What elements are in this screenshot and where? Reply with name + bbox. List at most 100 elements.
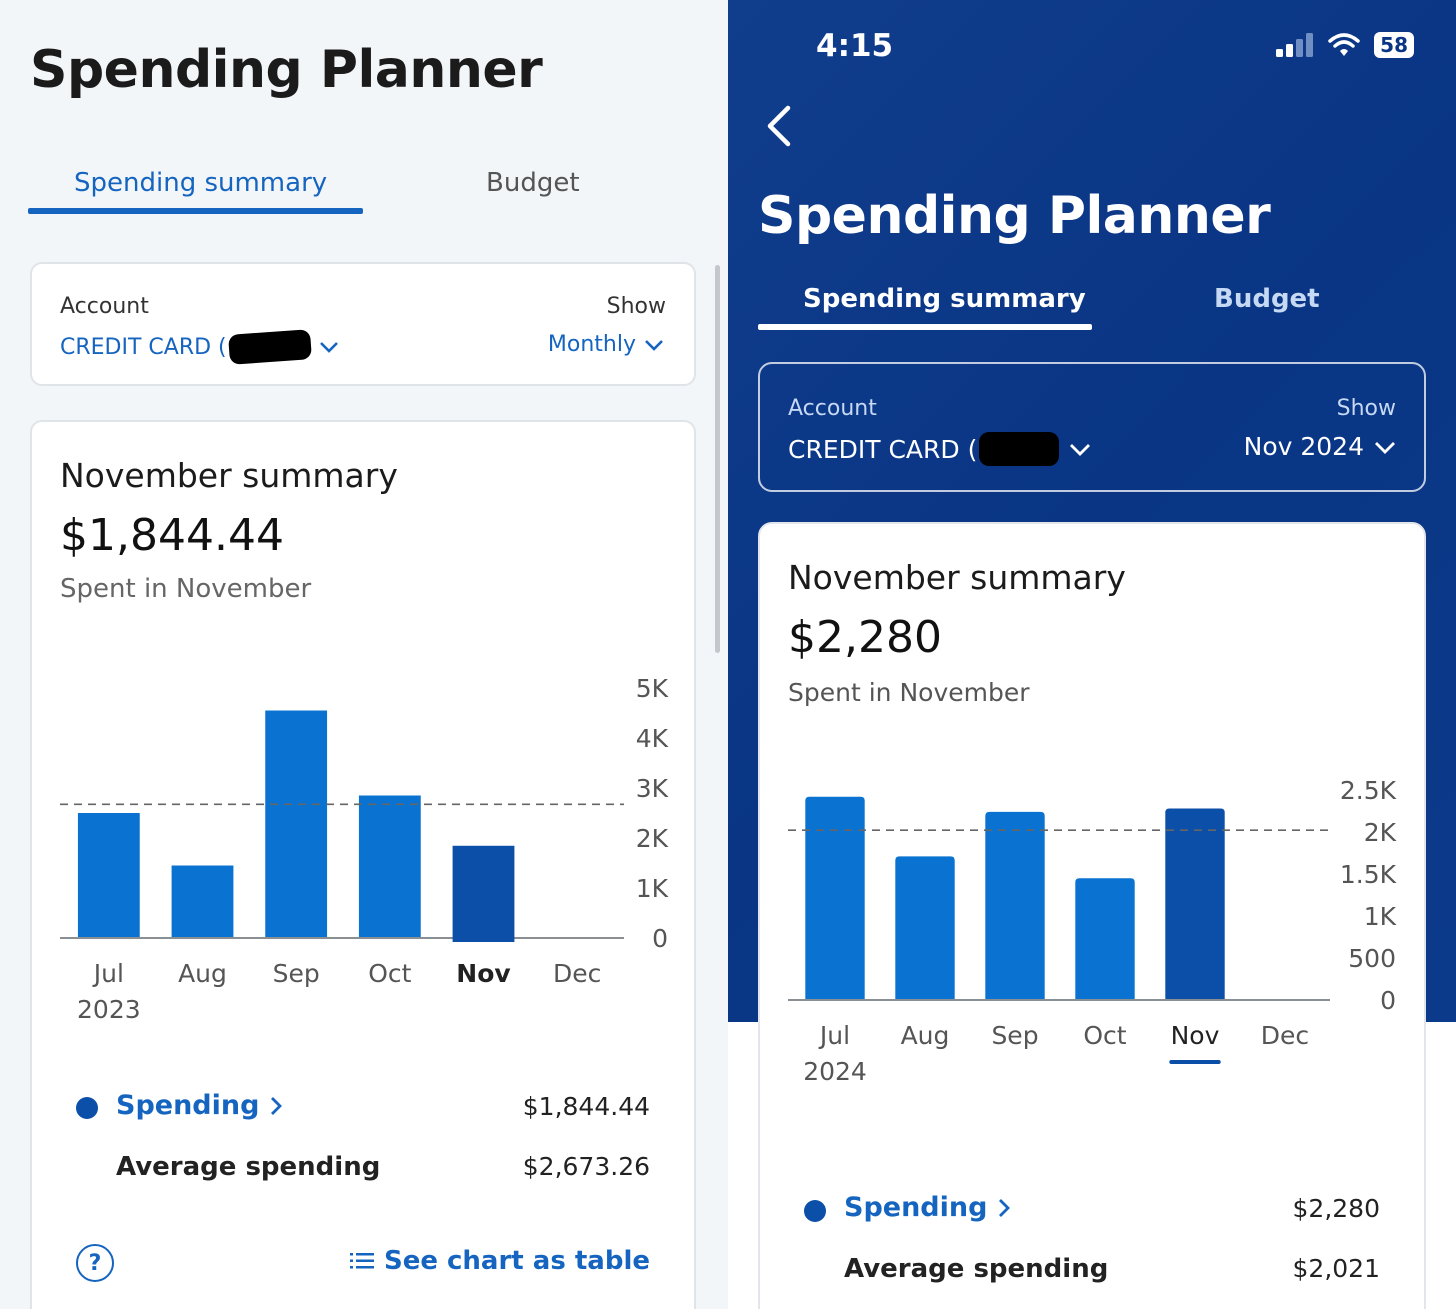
summary-card: November summary $1,844.44 Spent in Nove…	[30, 420, 696, 1309]
period-value: Monthly	[547, 332, 636, 357]
spending-legend-dot	[804, 1200, 826, 1222]
x-label-nov: Nov	[456, 959, 510, 988]
bar-aug	[895, 856, 955, 1000]
page-title: Spending Planner	[30, 40, 543, 100]
y-tick-label: 3K	[636, 774, 669, 803]
wifi-icon	[1328, 33, 1360, 56]
summary-amount: $1,844.44	[60, 510, 284, 561]
summary-subtitle: Spent in November	[788, 678, 1030, 707]
x-label-sep: Sep	[991, 1021, 1038, 1050]
chevron-down-icon	[645, 339, 663, 351]
account-value: CREDIT CARD (	[788, 434, 978, 464]
x-year-label: 2024	[803, 1057, 867, 1086]
status-bar-icons: 58	[1276, 32, 1414, 58]
account-selector-card: Account CREDIT CARD ( Show Monthly	[30, 262, 696, 386]
show-label: Show	[606, 294, 666, 319]
x-label-aug: Aug	[901, 1021, 950, 1050]
question-mark-icon: ?	[88, 1250, 102, 1276]
spending-legend-dot	[76, 1097, 98, 1119]
chevron-down-icon	[1375, 441, 1395, 454]
chevron-right-icon	[999, 1198, 1011, 1217]
bar-jul	[805, 796, 865, 1000]
x-label-dec: Dec	[1261, 1021, 1309, 1050]
tab-spending-summary[interactable]: Spending summary	[803, 284, 1086, 314]
summary-title: November summary	[60, 456, 398, 495]
account-dropdown[interactable]: CREDIT CARD (	[788, 432, 1091, 466]
right-screenshot: 4:15 58 Spending Planner Spending summar…	[728, 0, 1456, 1309]
active-tab-indicator	[28, 208, 363, 214]
bar-sep	[985, 811, 1045, 1000]
see-chart-as-table-label: See chart as table	[383, 1246, 650, 1276]
back-arrow-icon[interactable]	[764, 104, 794, 148]
redacted-account-number	[227, 329, 312, 365]
x-label-jul: Jul	[92, 959, 124, 988]
x-label-nov: Nov	[1171, 1021, 1220, 1050]
account-selector-card: Account CREDIT CARD ( Show Nov 2024	[758, 362, 1426, 492]
show-label: Show	[1336, 396, 1396, 421]
page-title: Spending Planner	[758, 186, 1271, 246]
spending-link-label: Spending	[116, 1090, 260, 1121]
period-dropdown[interactable]: Nov 2024	[1244, 432, 1396, 461]
status-time: 4:15	[816, 28, 894, 64]
chevron-down-icon	[319, 342, 338, 353]
scrollbar[interactable]	[715, 265, 720, 653]
y-tick-label: 5K	[636, 674, 669, 703]
x-label-sep: Sep	[273, 959, 320, 988]
battery-indicator: 58	[1374, 32, 1414, 58]
bar-nov	[452, 845, 515, 938]
tab-budget[interactable]: Budget	[486, 168, 580, 198]
y-tick-label: 2K	[636, 824, 669, 853]
spending-link[interactable]: Spending	[844, 1192, 1011, 1223]
period-value: Nov 2024	[1243, 432, 1364, 461]
y-tick-label: 1K	[1364, 902, 1397, 931]
account-value: CREDIT CARD (	[60, 334, 227, 360]
bar-sep	[265, 710, 328, 938]
help-button[interactable]: ?	[76, 1244, 114, 1282]
tab-spending-summary[interactable]: Spending summary	[74, 168, 328, 198]
spending-value: $2,280	[1292, 1194, 1380, 1223]
spending-bar-chart: 0 500 1K 1.5K 2K 2.5K Jul Aug Sep Oct Nov Dec 2024	[788, 776, 1397, 1086]
cellular-signal-icon	[1276, 33, 1314, 57]
bar-jul	[77, 813, 140, 938]
tab-budget[interactable]: Budget	[1214, 284, 1320, 314]
average-spending-value: $2,021	[1292, 1254, 1380, 1283]
x-label-dec: Dec	[553, 959, 601, 988]
y-tick-label: 1.5K	[1340, 860, 1397, 889]
selected-bar-marker	[452, 937, 515, 942]
bar-oct	[358, 795, 421, 938]
y-tick-label: 0	[1380, 986, 1396, 1015]
average-spending-value: $2,673.26	[522, 1152, 650, 1181]
x-label-oct: Oct	[1083, 1021, 1126, 1050]
chevron-down-icon	[1070, 444, 1091, 456]
spending-link-label: Spending	[844, 1192, 988, 1223]
redacted-account-number	[979, 432, 1060, 466]
y-tick-label: 2K	[1364, 818, 1397, 847]
x-label-oct: Oct	[368, 959, 411, 988]
x-label-jul: Jul	[818, 1021, 850, 1050]
bar-aug	[171, 865, 234, 938]
y-tick-label: 0	[652, 924, 668, 953]
account-dropdown[interactable]: CREDIT CARD (	[60, 329, 339, 365]
summary-subtitle: Spent in November	[60, 574, 312, 604]
x-year-label: 2023	[77, 995, 141, 1024]
summary-card: November summary $2,280 Spent in Novembe…	[758, 522, 1426, 1309]
list-icon	[349, 1253, 374, 1269]
x-label-aug: Aug	[178, 959, 227, 988]
selected-month-underline	[1169, 1060, 1221, 1064]
period-dropdown[interactable]: Monthly	[548, 332, 664, 357]
account-label: Account	[60, 294, 149, 319]
account-label: Account	[788, 396, 877, 421]
y-tick-label: 4K	[636, 724, 669, 753]
bar-nov	[1165, 808, 1225, 1000]
active-tab-indicator	[758, 324, 1092, 330]
spending-link[interactable]: Spending	[116, 1090, 283, 1121]
see-chart-as-table-link[interactable]: See chart as table	[349, 1246, 650, 1276]
spending-value: $1,844.44	[522, 1092, 650, 1121]
chevron-right-icon	[271, 1096, 283, 1115]
y-tick-label: 1K	[636, 874, 669, 903]
average-spending-label: Average spending	[116, 1152, 381, 1182]
average-spending-label: Average spending	[844, 1254, 1109, 1284]
left-screenshot: Spending Planner Spending summary Budget…	[0, 0, 728, 1309]
summary-amount: $2,280	[788, 612, 942, 663]
spending-bar-chart: 0 1K 2K 3K 4K 5K Jul Aug Sep Oct Nov Dec 2023	[60, 674, 669, 1024]
